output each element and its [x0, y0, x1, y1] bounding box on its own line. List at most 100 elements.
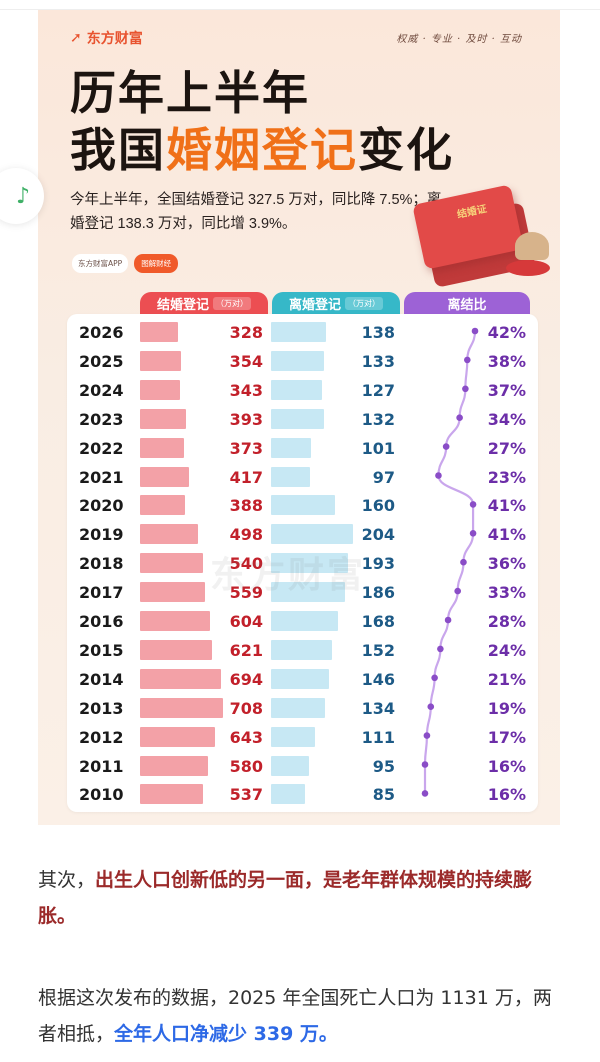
- divorce-bar: [271, 639, 332, 660]
- divorce-bar: [271, 755, 309, 776]
- table-row: 2015 621 152 24%: [67, 635, 538, 664]
- divorce-bar: [271, 553, 349, 574]
- p1-prefix: 其次，: [38, 869, 96, 891]
- music-note-icon: ♪: [15, 183, 30, 209]
- marriage-bar: [140, 611, 211, 631]
- marriage-bar: [140, 755, 208, 776]
- year-label: 2021: [79, 467, 124, 487]
- ratio-point: [469, 501, 477, 508]
- table-row: 2013 708 134 19%: [67, 693, 538, 722]
- ratio-value: 38%: [487, 351, 526, 371]
- marriage-value: 498: [229, 525, 263, 545]
- ratio-value: 21%: [487, 669, 526, 689]
- ratio-value: 41%: [487, 525, 526, 545]
- header-marriage: 结婚登记 （万对）: [140, 292, 268, 314]
- table-row: 2023 393 132 34%: [67, 404, 538, 433]
- year-label: 2015: [79, 640, 124, 660]
- article-paragraph-2: 根据这次发布的数据，2025 年全国死亡人口为 1131 万，两者相抵，全年人口…: [38, 980, 570, 1052]
- table-row: 2014 694 146 21%: [67, 664, 538, 693]
- ratio-value: 27%: [487, 438, 526, 458]
- stamp-handle-icon: [515, 232, 549, 260]
- ratio-value: 17%: [487, 727, 526, 747]
- marriage-bar: [140, 524, 199, 545]
- marriage-bar: [140, 697, 223, 718]
- divorce-bar: [271, 322, 327, 342]
- ratio-value: 41%: [487, 496, 526, 516]
- app-pill: 东方财富APP: [72, 254, 129, 273]
- marriage-bar: [140, 408, 186, 429]
- marriage-value: 373: [229, 438, 263, 458]
- year-label: 2020: [79, 496, 124, 516]
- marriage-value: 604: [229, 612, 263, 631]
- ratio-value: 16%: [487, 756, 526, 776]
- marriage-value: 559: [229, 583, 263, 603]
- year-label: 2019: [79, 525, 124, 545]
- logo-text: 东方财富: [86, 31, 143, 47]
- certificate-label: 结婚证: [456, 203, 488, 221]
- year-label: 2018: [79, 554, 124, 574]
- ratio-value: 42%: [487, 323, 526, 342]
- marriage-bar: [140, 553, 203, 574]
- marriage-value: 354: [229, 351, 263, 371]
- marriage-bar: [140, 784, 203, 805]
- marriage-bar: [140, 466, 189, 487]
- watermark: 东方财富: [210, 555, 367, 596]
- ratio-value: 34%: [487, 409, 526, 429]
- header-divorce-unit: （万对）: [345, 296, 383, 310]
- ratio-point: [444, 616, 452, 624]
- ratio-value: 19%: [487, 698, 526, 718]
- divorce-value: 146: [361, 669, 395, 689]
- summary-text: 今年上半年，全国结婚登记 327.5 万对，同比降 7.5%；离婚登记 138.…: [70, 192, 442, 232]
- divorce-bar: [271, 350, 325, 371]
- article-paragraph-1: 其次，出生人口创新低的另一面，是老年群体规模的持续膨胀。: [38, 862, 570, 934]
- table-row: 2020 388 160 41%: [67, 490, 538, 519]
- title-line-2: 我国婚姻登记变化: [70, 122, 454, 178]
- divorce-bar: [271, 466, 310, 487]
- divorce-value: 160: [361, 496, 395, 516]
- year-label: 2025: [79, 351, 124, 371]
- header-ratio-label: 离结比: [447, 297, 487, 313]
- year-label: 2012: [79, 727, 124, 747]
- divorce-value: 127: [361, 380, 395, 400]
- unit-text: 万对: [356, 298, 372, 308]
- year-label: 2014: [79, 669, 124, 689]
- marriage-value: 328: [229, 323, 263, 342]
- ratio-point: [456, 414, 463, 421]
- marriage-value: 537: [229, 785, 263, 805]
- ratio-value: 36%: [487, 554, 526, 574]
- header-divorce: 离婚登记 （万对）: [272, 292, 400, 314]
- ratio-point: [435, 472, 442, 479]
- year-label: 2023: [79, 409, 124, 429]
- music-button[interactable]: ♪: [0, 168, 44, 224]
- year-label: 2024: [79, 380, 124, 400]
- divorce-value: 193: [361, 554, 395, 574]
- tag-pill: 图解财经: [134, 254, 179, 273]
- divorce-value: 186: [361, 583, 395, 603]
- table-row: 2022 373 101 27%: [67, 433, 538, 462]
- data-table: 2026 328 138 42% 2025 354 133 38% 2024 343 127 37% 2…: [67, 314, 538, 812]
- ratio-point: [442, 443, 450, 450]
- year-label: 2010: [79, 785, 124, 805]
- ratio-point: [469, 530, 477, 537]
- ratio-point: [427, 703, 435, 710]
- marriage-bar: [140, 322, 179, 342]
- logo-icon: ➚: [70, 30, 82, 46]
- divorce-value: 111: [361, 727, 395, 747]
- marriage-bar: [140, 495, 186, 516]
- marriage-bar: [140, 437, 184, 458]
- year-label: 2026: [79, 323, 124, 342]
- marriage-certificate-illustration: 结婚证: [410, 184, 550, 288]
- divorce-bar: [271, 379, 322, 400]
- top-divider: [0, 0, 600, 10]
- divorce-value: 132: [361, 409, 395, 429]
- ratio-point: [423, 732, 431, 739]
- header-ratio: 离结比: [404, 292, 530, 314]
- divorce-bar: [271, 524, 353, 545]
- ratio-point: [462, 385, 469, 393]
- table-row: 2018 540 193 36%: [67, 548, 538, 577]
- divorce-value: 95: [372, 756, 395, 776]
- ratio-point: [421, 761, 429, 768]
- infographic-card[interactable]: ➚ 东方财富 权威 · 专业 · 及时 · 互动 历年上半年 我国婚姻登记变化 …: [38, 10, 560, 825]
- divorce-value: 133: [361, 351, 395, 371]
- stamp-base-icon: [506, 260, 550, 276]
